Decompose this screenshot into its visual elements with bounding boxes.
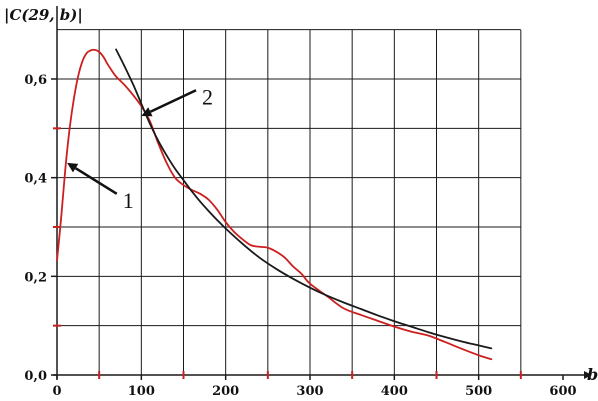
series-line-2 xyxy=(115,48,493,350)
y-axis-title: |C(29, b)| xyxy=(4,6,83,24)
x-tick-label: 400 xyxy=(381,384,408,399)
y-tick-label: 0,0 xyxy=(24,369,47,384)
annotation-arrowhead-icon xyxy=(141,107,153,117)
annotation-arrowhead-icon xyxy=(67,162,79,173)
annotation-label-2: 2 xyxy=(202,84,213,109)
annotation-arrow-1 xyxy=(74,167,118,195)
x-tick-label: 0 xyxy=(52,384,61,399)
axes xyxy=(51,6,592,380)
series-line-1 xyxy=(56,48,493,361)
x-axis-arrow-icon xyxy=(584,371,592,379)
x-tick-label: 500 xyxy=(465,384,492,399)
x-axis-title: b xyxy=(587,365,598,384)
annotations: 12 xyxy=(67,84,213,213)
x-tick-label: 100 xyxy=(128,384,155,399)
y-tick-label: 0,6 xyxy=(24,73,47,88)
y-tick-label: 0,4 xyxy=(24,172,47,187)
series-lines xyxy=(56,48,493,361)
x-tick-label: 600 xyxy=(549,384,576,399)
x-tick-label: 200 xyxy=(212,384,239,399)
annotation-label-1: 1 xyxy=(123,188,134,213)
x-tick-label: 300 xyxy=(296,384,323,399)
y-tick-label: 0,2 xyxy=(24,270,47,285)
tick-labels: 0 100 200 300 400 500 600 0,0 0,2 0,4 0,6 xyxy=(24,73,576,399)
annotation-arrow-2 xyxy=(149,89,197,113)
